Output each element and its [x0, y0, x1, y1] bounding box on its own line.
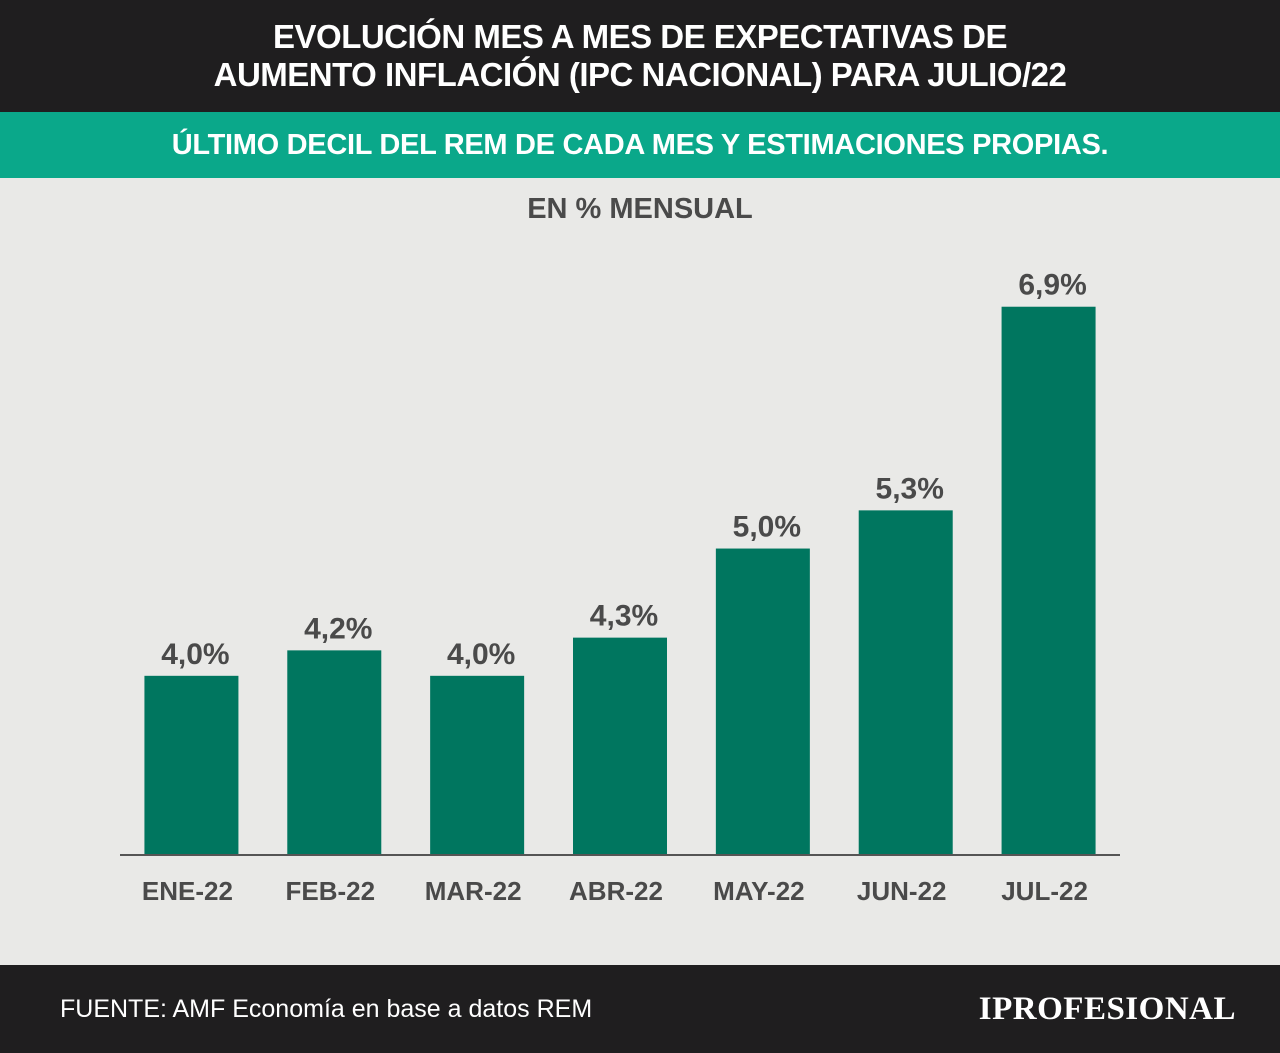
bar-mar-22 [430, 675, 525, 854]
bar-feb-22 [287, 650, 382, 854]
bar-jun-22 [858, 510, 953, 854]
data-label: 5,3% [876, 472, 944, 505]
unit-label: EN % MENSUAL [527, 193, 753, 225]
chart-header: EVOLUCIÓN MES A MES DE EXPECTATIVAS DE A… [0, 0, 1280, 112]
bar-jul-22 [1001, 306, 1096, 854]
bar-ene-22 [144, 675, 239, 854]
source-text: FUENTE: AMF Economía en base a datos REM [60, 995, 593, 1023]
x-tick-label: ENE-22 [142, 876, 233, 906]
data-label: 4,3% [590, 600, 658, 633]
x-tick-label: JUL-22 [1001, 876, 1088, 906]
footer: FUENTE: AMF Economía en base a datos REM… [0, 965, 1280, 1053]
bar-chart: 4,0% ENE-22 4,2% FEB-22 4,0% MAR-22 4,3% ABR-22… [120, 269, 1120, 906]
data-label: 4,2% [304, 612, 372, 645]
chart-subtitle: ÚLTIMO DECIL DEL REM DE CADA MES Y ESTIM… [0, 112, 1280, 178]
x-tick-label: FEB-22 [285, 876, 375, 906]
chart-title: EVOLUCIÓN MES A MES DE EXPECTATIVAS DE A… [213, 18, 1067, 93]
bar-abr-22 [573, 637, 667, 854]
bar-may-22 [715, 548, 810, 854]
brand-logo: IPROFESIONAL [978, 991, 1236, 1027]
data-label: 4,0% [447, 638, 515, 671]
x-tick-label: JUN-22 [857, 876, 947, 906]
data-label: 5,0% [733, 511, 801, 544]
data-label: 4,0% [161, 638, 229, 671]
data-label: 6,9% [1018, 269, 1086, 302]
x-tick-label: MAY-22 [713, 876, 805, 906]
x-tick-label: MAR-22 [425, 876, 522, 906]
x-tick-label: ABR-22 [569, 876, 663, 906]
